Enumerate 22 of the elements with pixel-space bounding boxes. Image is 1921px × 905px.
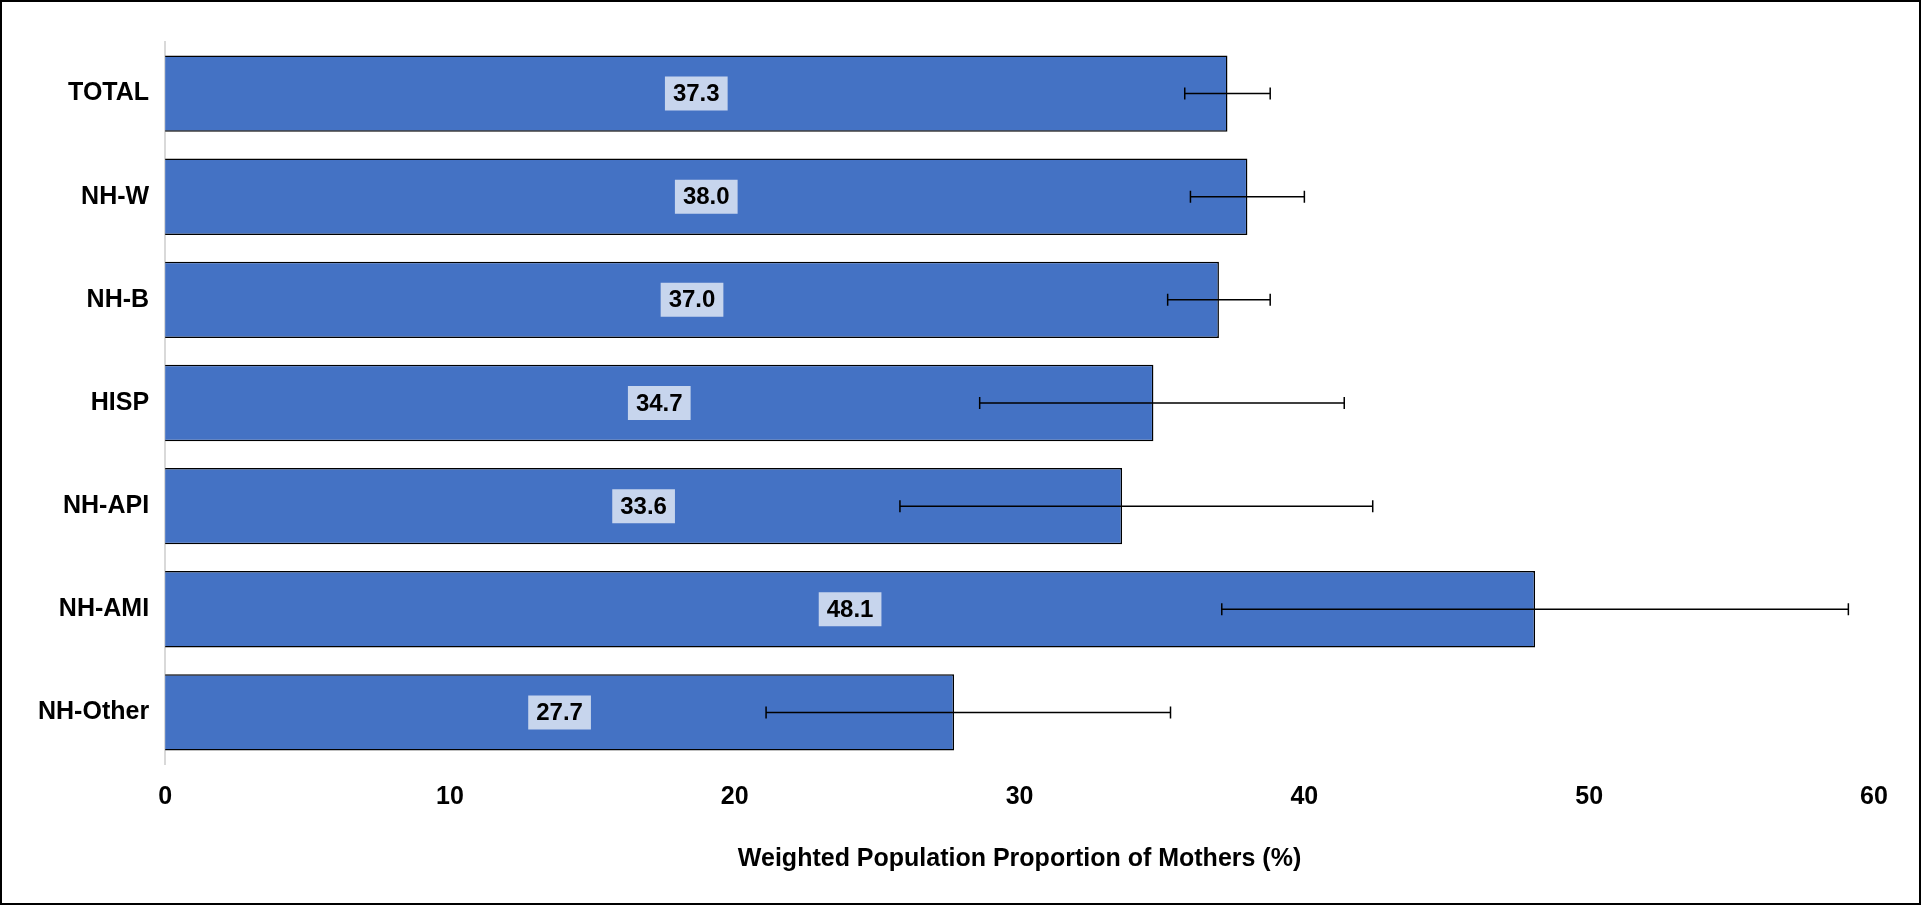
- data-label: 48.1: [826, 594, 874, 622]
- y-tick-label: NH-AMI: [58, 593, 150, 622]
- data-label: 27.7: [536, 698, 583, 726]
- data-label: 38.0: [682, 182, 730, 210]
- x-tick-label: 40: [1290, 780, 1319, 809]
- x-tick-label: 20: [720, 780, 749, 809]
- x-tick-label: 10: [436, 780, 464, 809]
- x-tick-label: 50: [1575, 780, 1604, 809]
- y-tick-label: HISP: [90, 386, 150, 415]
- data-label: 37.0: [668, 285, 716, 313]
- y-tick-label: NH-W: [81, 180, 150, 209]
- data-label: 34.7: [635, 388, 683, 416]
- y-tick-label: NH-API: [63, 490, 150, 519]
- y-tick-label: TOTAL: [68, 77, 150, 106]
- data-label: 33.6: [620, 491, 667, 519]
- x-tick-label: 60: [1860, 780, 1888, 809]
- data-label: 37.3: [672, 79, 720, 107]
- x-axis-title: Weighted Population Proportion of Mothers (%): [737, 842, 1302, 871]
- x-tick-label: 0: [158, 780, 173, 809]
- y-tick-label: NH-B: [86, 283, 150, 312]
- y-tick-label: NH-Other: [38, 696, 150, 725]
- x-tick-label: 30: [1005, 780, 1034, 809]
